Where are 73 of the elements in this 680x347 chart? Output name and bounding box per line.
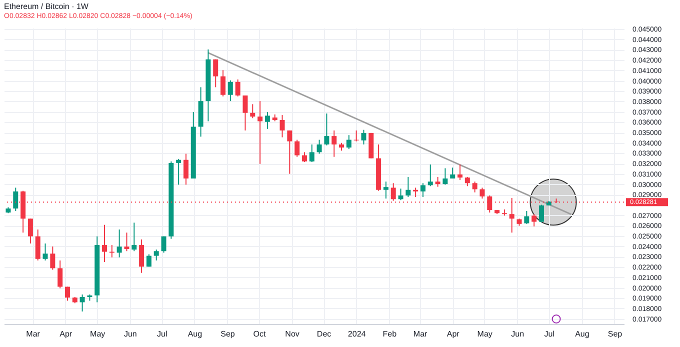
candlestick bbox=[42, 242, 48, 261]
candlestick bbox=[309, 144, 314, 163]
candlestick bbox=[332, 130, 337, 158]
x-tick-label: May bbox=[477, 330, 492, 338]
x-tick-label: Apr bbox=[446, 330, 460, 338]
candlestick bbox=[146, 254, 152, 268]
candlestick bbox=[102, 224, 108, 263]
x-tick-label: Nov bbox=[285, 330, 300, 338]
x-tick-label: Jul bbox=[157, 330, 168, 338]
candlestick bbox=[406, 176, 411, 198]
x-tick-label: Mar bbox=[26, 330, 40, 338]
candlestick bbox=[264, 111, 270, 130]
candlestick bbox=[124, 232, 130, 252]
candlestick bbox=[302, 152, 307, 163]
candlestick bbox=[442, 168, 448, 186]
x-tick-label: Apr bbox=[60, 330, 72, 338]
candlestick bbox=[139, 238, 144, 274]
candlestick bbox=[13, 187, 18, 212]
candlestick bbox=[413, 187, 418, 198]
candlestick bbox=[532, 214, 537, 227]
candlestick bbox=[294, 139, 300, 158]
x-tick-label: Sep bbox=[608, 330, 623, 338]
candlestick bbox=[58, 260, 63, 289]
candlestick bbox=[35, 229, 40, 261]
candlestick bbox=[390, 182, 396, 202]
candlestick bbox=[258, 100, 263, 164]
candlestick bbox=[464, 176, 470, 187]
x-tick-label: 2024 bbox=[348, 330, 366, 338]
x-tick-label: Mar bbox=[413, 330, 428, 338]
candlestick bbox=[420, 182, 426, 198]
candlestick bbox=[228, 80, 233, 102]
candlestick bbox=[346, 134, 352, 150]
candlestick bbox=[538, 204, 544, 223]
x-tick-label: Sep bbox=[220, 330, 236, 338]
x-tick-label: Dec bbox=[316, 330, 332, 338]
candlestick bbox=[383, 181, 388, 200]
candlestick bbox=[324, 112, 330, 146]
candlestick bbox=[213, 58, 218, 88]
x-tick-label: Feb bbox=[382, 330, 398, 338]
candlestick bbox=[154, 249, 159, 261]
candlestick bbox=[435, 176, 440, 188]
candlestick bbox=[472, 181, 478, 193]
candlestick bbox=[116, 229, 122, 258]
candlestick bbox=[480, 187, 485, 200]
candlestick bbox=[64, 286, 70, 302]
x-tick-label: Jun bbox=[511, 330, 524, 338]
candlestick bbox=[250, 104, 256, 119]
candlestick bbox=[524, 210, 530, 224]
candlestick bbox=[176, 158, 182, 186]
candlestick bbox=[316, 139, 322, 154]
candlestick bbox=[161, 236, 166, 254]
candlestick bbox=[361, 129, 366, 145]
candlestick bbox=[450, 167, 456, 179]
x-tick-label: Oct bbox=[253, 330, 266, 338]
candlestick bbox=[28, 218, 33, 244]
chart-title: Ethereum / Bitcoin · 1W bbox=[4, 2, 89, 12]
candlestick bbox=[235, 78, 240, 97]
candlestick bbox=[220, 70, 226, 97]
x-tick-label: Jul bbox=[544, 330, 555, 338]
candlestick bbox=[280, 114, 285, 138]
candlestick bbox=[398, 188, 404, 201]
x-tick-label: May bbox=[90, 330, 106, 338]
candlestick bbox=[428, 164, 433, 187]
x-tick-label: Aug bbox=[188, 330, 202, 338]
candlestick bbox=[287, 130, 292, 174]
candlestick bbox=[183, 153, 188, 186]
x-tick-label: Jun bbox=[124, 330, 137, 338]
candlestick bbox=[242, 94, 248, 131]
candlestick bbox=[458, 164, 463, 181]
candlestick bbox=[80, 294, 85, 312]
x-tick-label: Aug bbox=[575, 330, 590, 338]
candlestick bbox=[50, 246, 56, 270]
candlestick bbox=[132, 222, 137, 252]
